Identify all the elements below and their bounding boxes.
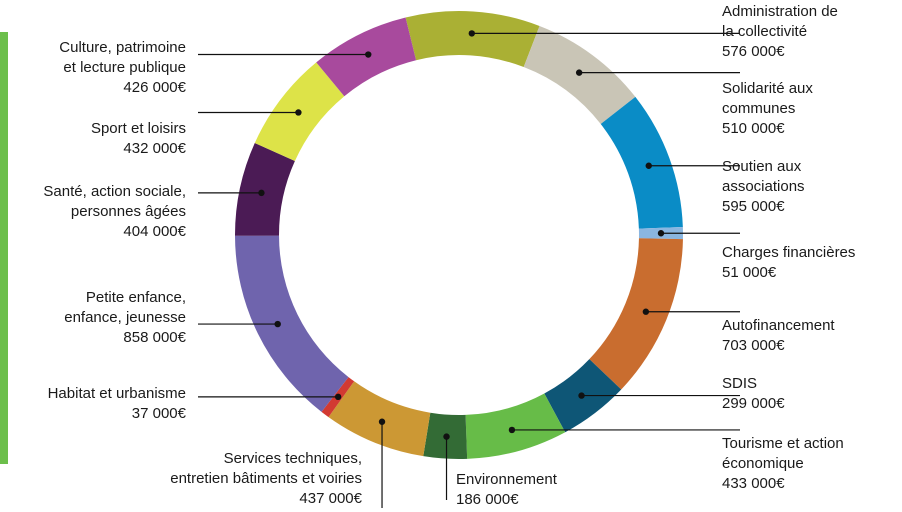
label-charges-financieres: Charges financières 51 000€ xyxy=(722,244,855,281)
label-culture-patrimoine-et-lecture-publique: Culture, patrimoine et lecture publique 42… xyxy=(59,39,186,96)
anchor-dot-sante-action-sociale-personnes-agees xyxy=(258,189,265,197)
anchor-dot-tourisme-et-action-economique xyxy=(508,426,516,434)
anchor-dot-administration-de-la-collectivite xyxy=(468,30,476,37)
label-habitat-et-urbanisme: Habitat et urbanisme 37 000€ xyxy=(48,385,187,422)
slice-sante-action-sociale-personnes-agees xyxy=(235,142,295,236)
anchor-dot-environnement xyxy=(443,433,450,440)
leader-lines-group xyxy=(198,30,740,508)
label-services-techniques-entretien-batiments-et-voiries: Services techniques, entretien bâtiments … xyxy=(170,450,362,507)
label-environnement: Environnement 186 000€ xyxy=(456,471,558,508)
slice-administration-de-la-collectivite xyxy=(405,11,540,68)
label-petite-enfance-enfance-jeunesse: Petite enfance, enfance, jeunesse 858 000€ xyxy=(64,289,186,346)
anchor-dot-sdis xyxy=(578,392,585,399)
label-tourisme-et-action-economique: Tourisme et action économique 433 000€ xyxy=(722,435,844,492)
anchor-dot-solidarite-aux-communes xyxy=(575,69,583,76)
slice-petite-enfance-enfance-jeunesse xyxy=(235,235,349,412)
label-administration-de-la-collectivite: Administration de la collectivité 576 000€ xyxy=(722,3,838,60)
anchor-dot-soutien-aux-associations xyxy=(645,162,652,169)
slice-services-techniques-entretien-batiments-et-voiries xyxy=(328,381,431,457)
label-autofinancement: Autofinancement 703 000€ xyxy=(722,317,835,354)
anchor-dot-services-techniques-entretien-batiments-et-voiries xyxy=(378,418,386,425)
anchor-dot-habitat-et-urbanisme xyxy=(334,393,342,401)
anchor-dot-autofinancement xyxy=(642,308,650,315)
anchor-dot-sport-et-loisirs xyxy=(295,109,302,116)
label-sdis: SDIS 299 000€ xyxy=(722,375,785,412)
left-accent-bar xyxy=(0,32,8,464)
slices-group xyxy=(235,11,683,459)
label-sante-action-sociale-personnes-agees: Santé, action sociale, personnes âgées 404… xyxy=(43,183,186,240)
label-sport-et-loisirs: Sport et loisirs 432 000€ xyxy=(91,120,187,157)
label-soutien-aux-associations: Soutien aux associations 595 000€ xyxy=(722,158,805,215)
anchor-dot-culture-patrimoine-et-lecture-publique xyxy=(365,51,372,58)
label-solidarite-aux-communes: Solidarité aux communes 510 000€ xyxy=(722,80,813,137)
anchor-dot-petite-enfance-enfance-jeunesse xyxy=(274,320,281,328)
slice-soutien-aux-associations xyxy=(600,96,683,229)
labels-group: Administration de la collectivité 576 000€… xyxy=(43,3,855,508)
slice-autofinancement xyxy=(589,238,683,390)
slice-tourisme-et-action-economique xyxy=(465,393,566,459)
anchor-dot-charges-financieres xyxy=(657,230,665,237)
